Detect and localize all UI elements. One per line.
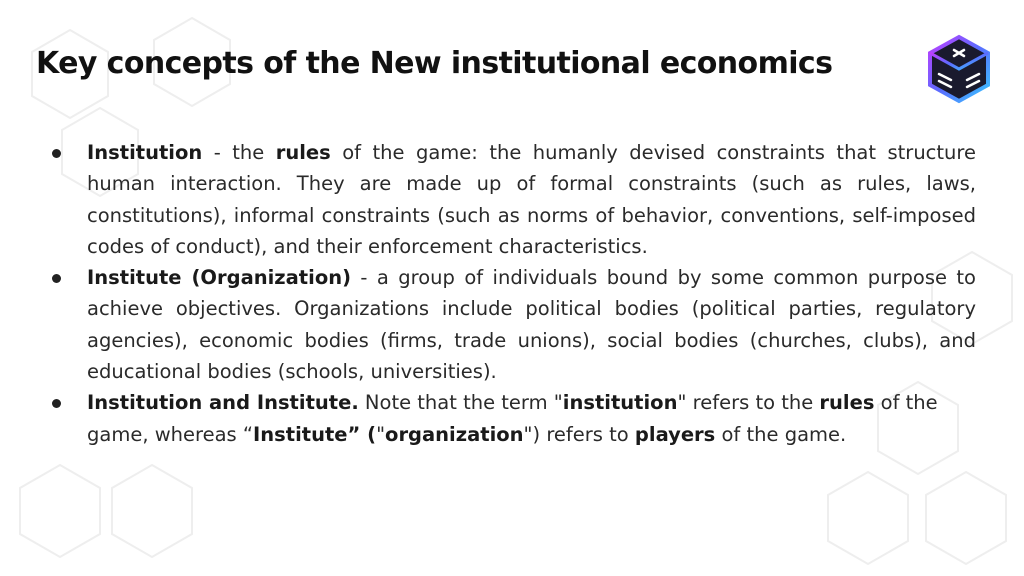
hexagon-shape [153, 16, 231, 108]
definition-text: of the game: the humanly devised constra… [87, 141, 976, 258]
hexagon-shape [19, 463, 101, 559]
hexagon-shape [111, 463, 193, 559]
keyword-institution: institution [562, 391, 678, 415]
keyword-organization: organization [385, 422, 524, 446]
definition-text: - a group of individuals bound by some c… [87, 266, 976, 384]
bullet-institution: Institution - the rules of the game: the… [48, 137, 976, 262]
hexagon-shape [61, 106, 139, 198]
hexagon-shape [877, 380, 959, 476]
hexagon-shape [931, 250, 1013, 346]
keyword-rules: rules [819, 391, 875, 415]
term-institute-organization: Institute (Organization) [87, 266, 352, 290]
slide-title: Key concepts of the New institutional ec… [36, 46, 833, 81]
hexagon-shape [827, 470, 909, 566]
keyword-players: players [634, 422, 716, 446]
term-institution-and-institute: Institution and Institute. [87, 391, 359, 415]
concept-list: Institution - the rules of the game: the… [48, 137, 976, 450]
keyword-rules: rules [275, 141, 331, 164]
hexagon-shape [925, 470, 1007, 566]
hexagon-shape [31, 28, 109, 120]
hexagon-cube-logo-icon [928, 34, 990, 104]
term-institution: Institution [87, 141, 203, 164]
bullet-institution-and-institute: Institution and Institute. Note that the… [48, 387, 976, 450]
bullet-institute-organization: Institute (Organization) - a group of in… [48, 262, 976, 387]
keyword-institute: Institute” ( [253, 422, 377, 446]
